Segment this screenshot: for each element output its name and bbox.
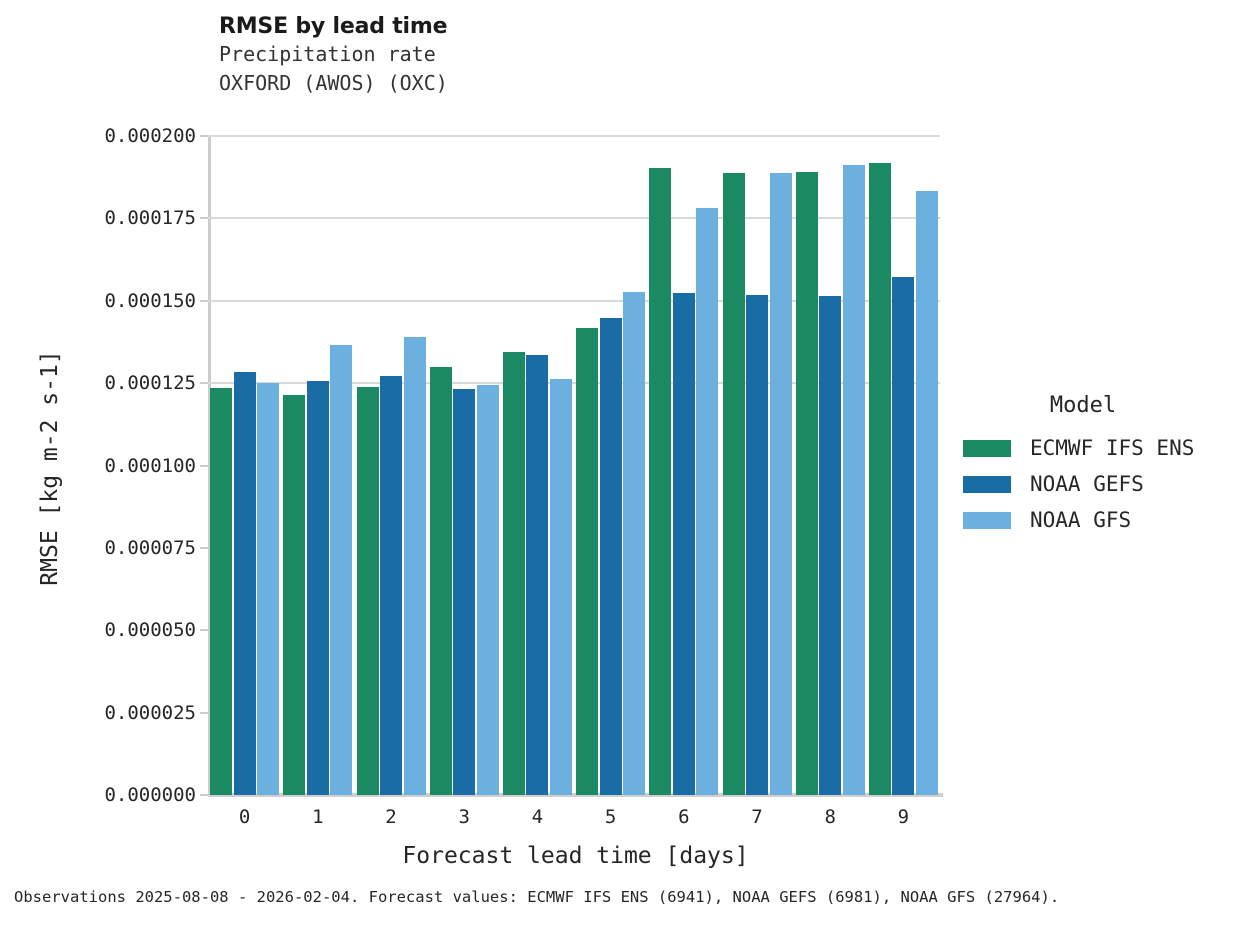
y-tick-mark <box>200 629 208 632</box>
bar-ecmwf-ifs-ens-day-3 <box>429 367 452 795</box>
x-tick-label: 6 <box>678 806 690 828</box>
x-tick-label: 1 <box>312 806 324 828</box>
y-tick-mark <box>200 464 208 467</box>
x-tick-label: 0 <box>238 806 251 828</box>
x-tick-label: 8 <box>824 806 836 828</box>
y-tick-mark <box>200 711 208 714</box>
bar-noaa-gfs-day-0 <box>257 383 280 795</box>
y-tick-label: 0.000100 <box>104 454 196 477</box>
x-tick-label: 3 <box>458 806 470 828</box>
legend-entries: ECMWF IFS ENS NOAA GEFS NOAA GFS <box>963 430 1233 538</box>
gridline <box>208 217 940 220</box>
y-axis-spine <box>208 136 211 797</box>
legend-item-noaa-gefs[interactable]: NOAA GEFS <box>963 466 1233 502</box>
x-tick-label: 2 <box>385 806 397 828</box>
bar-noaa-gefs-day-8 <box>819 296 842 795</box>
bar-ecmwf-ifs-ens-day-9 <box>868 163 891 795</box>
bar-ecmwf-ifs-ens-day-4 <box>502 351 525 795</box>
y-axis-title: RMSE [kg m-2 s-1] <box>37 350 63 586</box>
bar-noaa-gefs-day-9 <box>892 277 915 795</box>
bar-ecmwf-ifs-ens-day-0 <box>210 388 233 795</box>
bar-ecmwf-ifs-ens-day-1 <box>283 394 306 795</box>
legend-item-label: NOAA GEFS <box>1030 472 1144 496</box>
plot-area <box>208 135 940 795</box>
y-tick-mark <box>200 299 208 302</box>
y-tick-label: 0.000050 <box>104 619 196 642</box>
bar-ecmwf-ifs-ens-day-5 <box>576 327 599 795</box>
legend-swatch-icon <box>963 475 1011 493</box>
bar-noaa-gfs-day-4 <box>549 379 572 795</box>
chart-subtitle-station: OXFORD (AWOS) (OXC) <box>219 71 448 95</box>
bar-ecmwf-ifs-ens-day-7 <box>722 172 745 795</box>
bar-noaa-gefs-day-5 <box>599 317 622 795</box>
x-tick-label: 5 <box>604 806 617 828</box>
legend-item-ecmwf-ifs-ens[interactable]: ECMWF IFS ENS <box>963 430 1233 466</box>
legend-item-label: ECMWF IFS ENS <box>1030 436 1195 460</box>
bar-noaa-gefs-day-2 <box>380 375 402 795</box>
y-tick-mark <box>200 546 208 549</box>
x-axis-spine <box>208 793 943 797</box>
bar-ecmwf-ifs-ens-day-8 <box>795 172 818 795</box>
y-tick-label: 0.000150 <box>104 289 196 312</box>
legend-item-label: NOAA GFS <box>1030 508 1132 532</box>
legend-swatch-icon <box>963 511 1011 529</box>
gridline <box>208 382 940 385</box>
y-tick-mark <box>200 217 208 220</box>
bar-noaa-gefs-day-6 <box>672 292 695 795</box>
y-tick-label: 0.000200 <box>104 125 196 147</box>
bar-noaa-gfs-day-3 <box>476 384 499 795</box>
gridline <box>208 299 940 302</box>
bar-noaa-gefs-day-0 <box>233 372 256 795</box>
bar-noaa-gefs-day-1 <box>306 380 329 795</box>
y-tick-label: 0.000025 <box>104 701 196 724</box>
title-block: RMSE by lead time Precipitation rate OXF… <box>219 14 919 98</box>
x-tick-label: 9 <box>897 806 910 828</box>
y-tick-label: 0.000175 <box>104 207 196 230</box>
legend-item-noaa-gfs[interactable]: NOAA GFS <box>963 502 1233 538</box>
bar-ecmwf-ifs-ens-day-6 <box>649 167 672 795</box>
bar-ecmwf-ifs-ens-day-2 <box>356 387 379 795</box>
bar-noaa-gfs-day-7 <box>769 172 792 795</box>
bar-noaa-gfs-day-2 <box>403 337 426 795</box>
bar-noaa-gfs-day-5 <box>623 291 646 795</box>
x-tick-label: 7 <box>751 806 763 828</box>
y-tick-label: 0.000125 <box>104 372 196 395</box>
y-tick-mark <box>200 382 208 385</box>
bar-noaa-gfs-day-8 <box>842 165 865 795</box>
x-tick-label: 4 <box>531 806 544 828</box>
y-axis-tick-labels: 0.000000 0.000025 0.000050 0.000075 0.000100… <box>0 0 196 926</box>
bar-noaa-gefs-day-3 <box>453 389 476 795</box>
x-axis-title: Forecast lead time [days] <box>402 843 749 869</box>
footnote: Observations 2025-08-08 - 2026-02-04. Fo… <box>14 888 1060 906</box>
page-title: RMSE by lead time <box>219 14 448 39</box>
bar-noaa-gefs-day-7 <box>746 294 768 795</box>
legend: Model ECMWF IFS ENS NOAA GEFS NOAA GFS <box>963 393 1233 538</box>
y-tick-mark <box>200 794 208 796</box>
bar-noaa-gfs-day-6 <box>696 207 719 795</box>
bar-noaa-gfs-day-9 <box>915 191 938 795</box>
y-tick-mark <box>200 135 208 137</box>
gridline <box>208 135 940 137</box>
bar-noaa-gefs-day-4 <box>526 355 549 795</box>
bar-noaa-gfs-day-1 <box>330 345 353 795</box>
y-tick-label: 0.000000 <box>104 784 196 806</box>
legend-swatch-icon <box>963 439 1011 457</box>
y-tick-label: 0.000075 <box>104 536 196 559</box>
legend-title: Model <box>1049 393 1117 418</box>
chart-subtitle-variable: Precipitation rate <box>219 42 436 66</box>
